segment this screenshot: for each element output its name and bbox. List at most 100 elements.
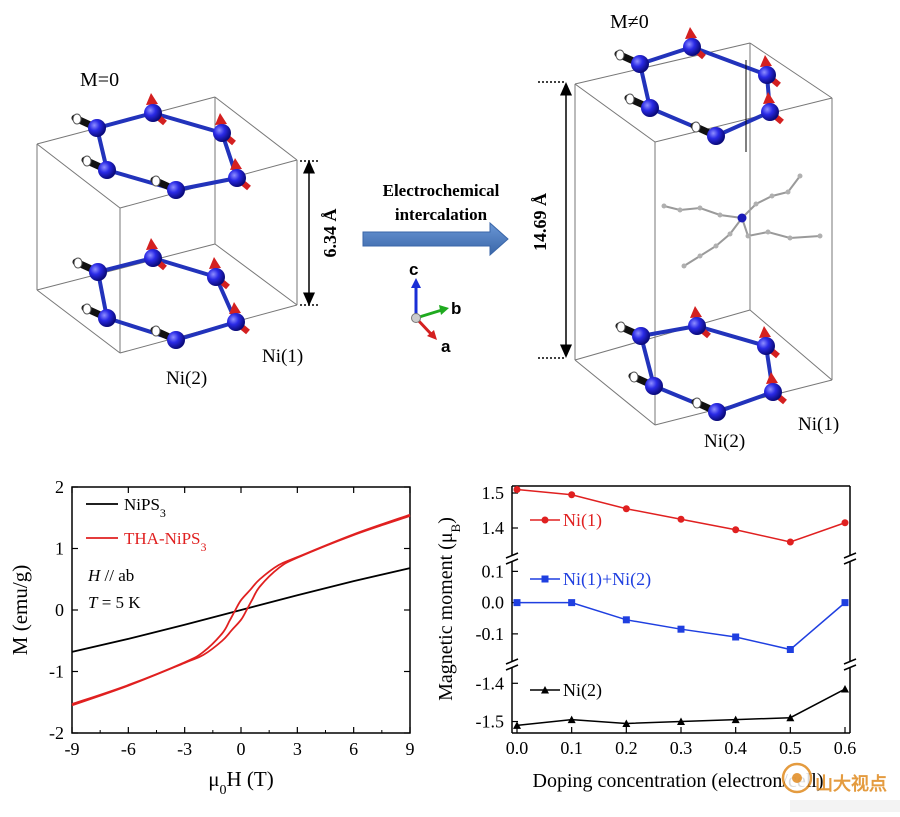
series-ni-2-point <box>677 717 685 726</box>
right-bottom-ni-site <box>764 372 787 405</box>
left-top-spin-head <box>146 93 158 105</box>
left-bottom-ni-atom <box>227 313 245 331</box>
chart2-axis-break <box>843 558 857 565</box>
left-cell-edge-back <box>36 243 216 291</box>
left-cell-edge-back <box>36 289 121 354</box>
right-ni1-label: Ni(1) <box>798 414 839 435</box>
molecule-chain <box>741 217 821 240</box>
legend-marker-ni1 <box>541 516 549 524</box>
axes-triad: c b a <box>409 260 461 356</box>
legend-label-ni1: Ni(1) <box>563 510 602 531</box>
series-ni-1-point <box>841 519 849 527</box>
left-cell-edge-front <box>214 96 298 161</box>
series-ni-1-point <box>622 505 630 513</box>
series-tha-nips3-branch-2 <box>71 513 411 705</box>
left-bottom-spin-head <box>209 257 221 269</box>
right-cell-edge-back <box>574 359 656 426</box>
series-ni-1-ni-2-point <box>732 633 740 641</box>
left-bottom-ni-site <box>207 257 230 290</box>
left-bottom-ni-site <box>72 257 107 281</box>
molecule-chain <box>663 205 743 219</box>
left-ni2-label: Ni(2) <box>166 368 207 389</box>
moment-vs-doping-chart: 0.0 0.1 0.2 0.3 0.4 0.5 0.6 1.5 1.4 0.1 0.0 -0.1 -1.… <box>435 483 857 792</box>
right-top-spin-head <box>760 55 772 67</box>
series-ni-1-ni-2-point <box>677 625 685 633</box>
legend-label-nips3: NiPS3 <box>124 495 166 520</box>
right-top-ni-atom <box>683 38 701 56</box>
right-top-ni-site <box>761 92 784 125</box>
series-ni-1-ni-2-point <box>513 599 521 607</box>
left-bottom-spin-tail <box>151 325 161 337</box>
right-cell-edge-front <box>574 83 656 143</box>
right-top-spin-tail <box>691 121 701 133</box>
right-bottom-ni-atom <box>708 403 726 421</box>
chart2-axis-break <box>843 664 857 671</box>
left-bottom-ni-atom <box>98 309 116 327</box>
left-bottom-spin-tail <box>73 257 83 269</box>
chart2-x-tick-label: 0.0 <box>506 738 529 758</box>
left-bottom-ni-site <box>81 303 116 327</box>
left-distance-label: 6.34 Å <box>320 209 340 258</box>
right-bottom-ni-atom <box>632 327 650 345</box>
chart2-y-tick-label: 1.5 <box>482 483 505 503</box>
right-bottom-ni-site <box>688 306 711 339</box>
series-ni-2-point <box>731 715 740 724</box>
right-bottom-ni-atom <box>757 337 775 355</box>
left-bottom-ni-atom <box>144 249 162 267</box>
right-distance-marker <box>538 81 572 359</box>
molecule-atom <box>765 229 771 235</box>
series-ni-2-point <box>513 721 521 729</box>
right-cell-edge-front <box>654 97 833 143</box>
left-top-ni-atom <box>213 124 231 142</box>
chart2-x-tick-label: 0.2 <box>615 738 638 758</box>
series-ni-1-point <box>568 491 576 499</box>
chart2-axis-break <box>505 558 519 565</box>
molecule-chain <box>683 217 743 267</box>
molecule-atom <box>697 253 703 259</box>
right-top-ni-atom <box>758 66 776 84</box>
left-top-spin-tail <box>72 113 82 125</box>
right-bottom-ni-atom <box>645 377 663 395</box>
molecule-atom <box>797 173 803 179</box>
right-top-spin-tail <box>615 49 625 61</box>
axis-b-arrowhead <box>439 305 449 315</box>
chart1-field-annotation: H // ab <box>87 566 134 585</box>
left-bottom-spin-head <box>146 238 158 250</box>
series-ni-2-point <box>567 715 576 724</box>
series-ni-1-point <box>786 538 794 546</box>
chart2-plot-area: 0.0 0.1 0.2 0.3 0.4 0.5 0.6 1.5 1.4 0.1 0.0 -0.1 -1.… <box>476 483 857 758</box>
watermark-text: 山大视点 <box>815 773 887 794</box>
left-top-ni-atom <box>98 161 116 179</box>
left-bottom-spin-tail <box>82 303 92 315</box>
left-top-ni-site <box>228 158 251 191</box>
left-top-spin-tail <box>151 175 161 187</box>
series-ni-1-ni-2-point <box>786 646 794 653</box>
chart2-y-tick-label: 0.0 <box>482 593 505 613</box>
series-ni-2-point <box>622 719 631 727</box>
mh-loop-chart: -9 -6 -3 0 3 6 9 -2 -1 0 1 2 M (emu/g) μ0H (T) NiPS… <box>8 477 415 798</box>
chart2-axis-break <box>843 552 857 559</box>
chart2-legend: Ni(1) Ni(1)+Ni(2) Ni(2) <box>530 510 651 701</box>
right-ni2-label: Ni(2) <box>704 431 745 452</box>
chart1-y-tick-label: 2 <box>55 477 64 497</box>
series-ni-1-point <box>677 515 685 523</box>
left-bottom-ni-site <box>144 238 167 271</box>
intercalant-molecule <box>661 173 823 269</box>
left-top-spin-head <box>215 113 227 125</box>
legend-label-ni1-ni2: Ni(1)+Ni(2) <box>563 569 651 590</box>
molecule-atom <box>753 201 759 207</box>
left-bottom-ni-atom <box>89 263 107 281</box>
right-bottom-spin-head <box>690 306 702 318</box>
left-bottom-ni-site <box>227 302 250 335</box>
chart1-x-tick-label: 6 <box>349 739 358 759</box>
arrow-label-line1: Electrochemical <box>383 181 500 200</box>
chart1-x-tick-label: -9 <box>65 739 80 759</box>
left-bottom-ni-atom <box>207 268 225 286</box>
chart2-y-tick-label: -1.4 <box>476 673 505 693</box>
axis-a-arrowhead <box>427 330 437 340</box>
left-top-ni-atom <box>144 104 162 122</box>
molecule-atom <box>769 193 775 199</box>
right-bottom-ni-atom <box>764 383 782 401</box>
right-bottom-ni-site <box>757 326 780 359</box>
left-top-ni-site <box>81 155 116 179</box>
